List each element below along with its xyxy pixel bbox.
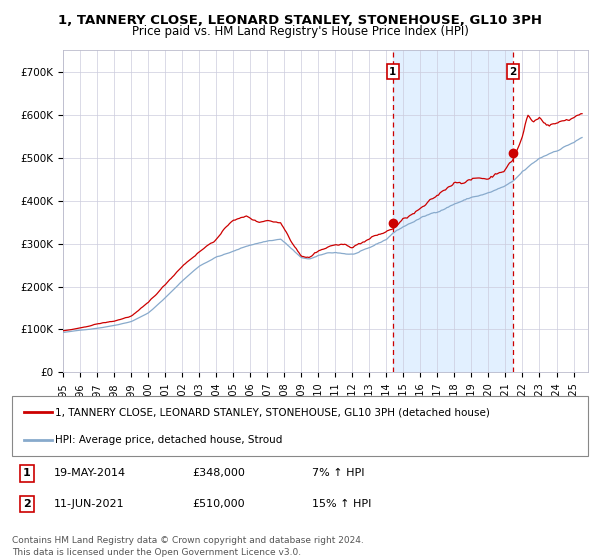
Text: This data is licensed under the Open Government Licence v3.0.: This data is licensed under the Open Gov… <box>12 548 301 557</box>
Text: 1: 1 <box>23 468 31 478</box>
Text: 19-MAY-2014: 19-MAY-2014 <box>54 468 126 478</box>
Text: 1, TANNERY CLOSE, LEONARD STANLEY, STONEHOUSE, GL10 3PH: 1, TANNERY CLOSE, LEONARD STANLEY, STONE… <box>58 14 542 27</box>
Text: Contains HM Land Registry data © Crown copyright and database right 2024.: Contains HM Land Registry data © Crown c… <box>12 536 364 545</box>
Text: HPI: Average price, detached house, Stroud: HPI: Average price, detached house, Stro… <box>55 435 283 445</box>
Text: Price paid vs. HM Land Registry's House Price Index (HPI): Price paid vs. HM Land Registry's House … <box>131 25 469 38</box>
Text: £348,000: £348,000 <box>192 468 245 478</box>
Text: 11-JUN-2021: 11-JUN-2021 <box>54 499 125 509</box>
Text: 7% ↑ HPI: 7% ↑ HPI <box>312 468 365 478</box>
Text: 2: 2 <box>509 67 517 77</box>
Text: 1, TANNERY CLOSE, LEONARD STANLEY, STONEHOUSE, GL10 3PH (detached house): 1, TANNERY CLOSE, LEONARD STANLEY, STONE… <box>55 407 490 417</box>
Text: 15% ↑ HPI: 15% ↑ HPI <box>312 499 371 509</box>
Text: £510,000: £510,000 <box>192 499 245 509</box>
FancyBboxPatch shape <box>12 396 588 456</box>
Text: 1: 1 <box>389 67 397 77</box>
Text: 2: 2 <box>23 499 31 509</box>
